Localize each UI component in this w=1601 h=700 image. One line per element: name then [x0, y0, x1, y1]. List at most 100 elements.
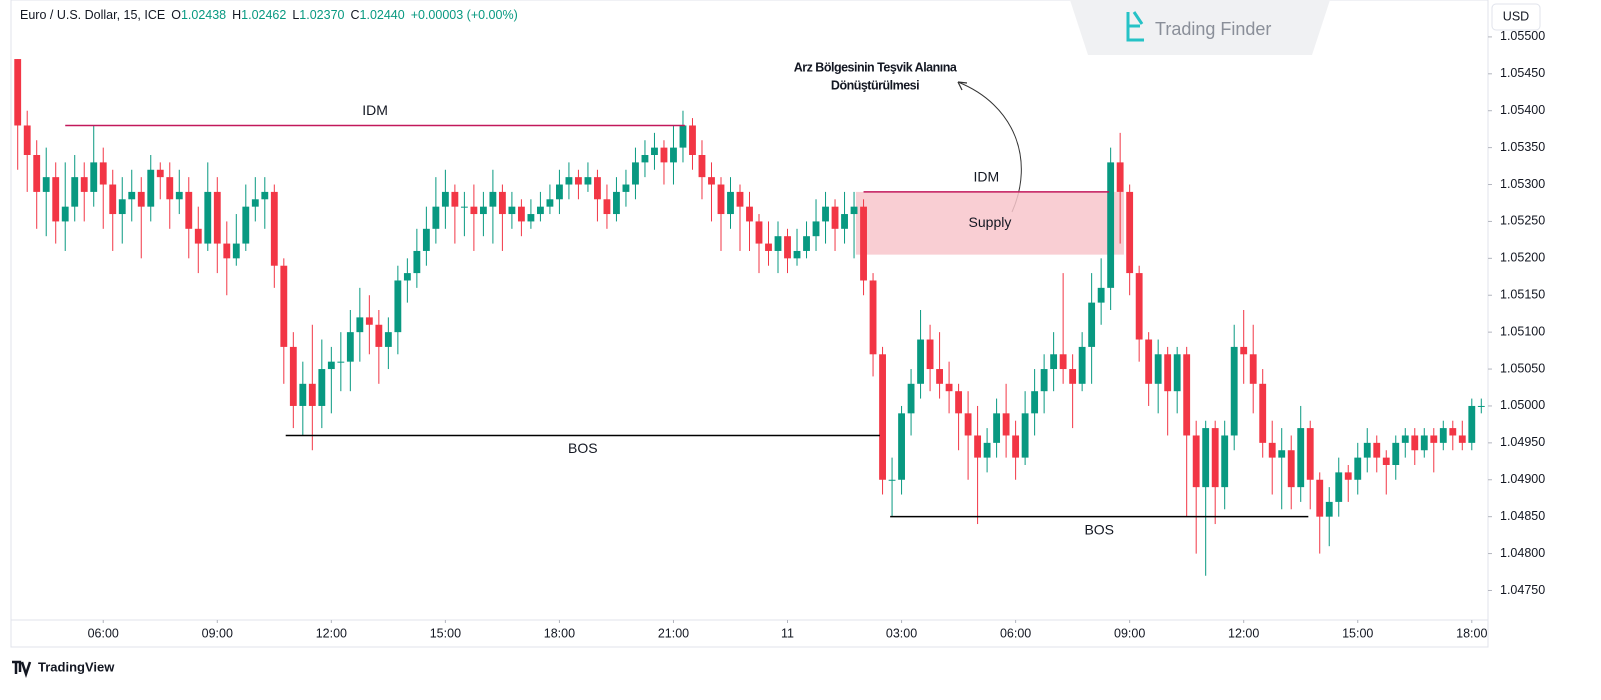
candle-body	[1306, 428, 1314, 480]
candle-body	[1059, 354, 1067, 370]
candle-body	[1373, 442, 1381, 458]
candle-body	[850, 206, 858, 215]
candle-body	[1012, 435, 1020, 458]
candle-body	[1430, 435, 1438, 443]
candle-body	[1259, 383, 1267, 443]
x-tick-label: 06:00	[1000, 626, 1031, 640]
candle-body	[460, 206, 468, 208]
y-tick-label: 1.05200	[1500, 251, 1545, 265]
candle-body	[1316, 479, 1324, 517]
candle-body	[803, 236, 810, 251]
candle-body	[1268, 442, 1276, 458]
candle-body	[1411, 435, 1419, 451]
candle-body	[1002, 413, 1010, 436]
candle-body	[365, 317, 373, 325]
candle-body	[1126, 191, 1134, 274]
candle-body	[308, 383, 316, 406]
ohlc-label: H	[232, 8, 242, 22]
candle-body	[1420, 435, 1428, 451]
symbol: Euro / U.S. Dollar, 15, ICE	[20, 8, 166, 22]
candle-body	[774, 236, 782, 251]
level-label: IDM	[362, 102, 388, 118]
candle-body	[907, 383, 915, 414]
candle-body	[223, 243, 231, 259]
candle-body	[1230, 346, 1238, 436]
candle-body	[983, 442, 991, 458]
candle-body	[1116, 162, 1124, 192]
candle-body	[1477, 405, 1485, 407]
candle-body	[1097, 287, 1105, 303]
candle-body	[746, 206, 753, 222]
candle-body	[1401, 435, 1409, 443]
candle-body	[470, 206, 478, 215]
x-tick-label: 12:00	[1228, 626, 1259, 640]
currency: USD	[1503, 9, 1529, 23]
candle-body	[698, 155, 706, 178]
x-tick-label: 18:00	[544, 626, 575, 640]
candle-body	[917, 339, 924, 384]
zone-label: Supply	[969, 214, 1012, 230]
candle-body	[327, 361, 335, 370]
watermark-logo	[1126, 11, 1144, 42]
y-tick-label: 1.04900	[1500, 472, 1545, 486]
candle-body	[1335, 472, 1343, 502]
candle-body	[527, 214, 535, 222]
candle-body	[337, 361, 345, 363]
candle-body	[536, 206, 544, 215]
plot	[14, 59, 1485, 576]
candle-body	[651, 147, 658, 155]
candle-body	[99, 162, 107, 185]
candle-body	[717, 184, 725, 215]
candle-body	[1221, 435, 1229, 488]
candle-body	[1154, 354, 1162, 384]
y-tick-label: 1.05400	[1500, 103, 1545, 117]
candle-body	[1249, 354, 1257, 384]
candle-body	[613, 191, 620, 215]
y-tick-label: 1.05150	[1500, 288, 1545, 302]
level-label: BOS	[1084, 521, 1114, 537]
candle-body	[660, 147, 668, 163]
candle-body	[1164, 354, 1172, 392]
candle-body	[1278, 450, 1286, 458]
candle-body	[689, 125, 696, 155]
candle-body	[1040, 369, 1048, 392]
ohlc-label: C	[350, 8, 360, 22]
candle-body	[375, 324, 383, 347]
x-tick-label: 18:00	[1456, 626, 1487, 640]
candle-body	[622, 184, 630, 192]
candle-body	[403, 273, 411, 281]
candle-body	[517, 206, 525, 222]
y-tick-label: 1.05500	[1500, 29, 1545, 43]
annotation-arrowhead	[957, 81, 968, 91]
currency-box[interactable]	[1491, 3, 1541, 31]
y-tick-label: 1.05350	[1500, 140, 1545, 154]
x-tick-label: 03:00	[886, 626, 917, 640]
y-tick-label: 1.04950	[1500, 435, 1545, 449]
y-tick-label: 1.05300	[1500, 177, 1545, 191]
candle-body	[213, 191, 221, 244]
x-tick-label: 11	[781, 626, 794, 640]
candle-body	[945, 383, 953, 392]
candle-body	[1363, 442, 1371, 458]
ohlc-value: 1.02370	[299, 8, 345, 22]
candle-body	[175, 191, 183, 200]
candle-body	[1468, 405, 1476, 443]
candle-body	[356, 317, 364, 333]
candle-body	[1173, 354, 1181, 392]
candle-body	[1031, 391, 1039, 414]
candle-body	[584, 177, 592, 185]
candle-body	[299, 383, 307, 406]
candle-body	[812, 221, 820, 237]
candle-body	[1240, 346, 1248, 355]
candle-body	[242, 206, 250, 244]
x-tick-label: 15:00	[430, 626, 461, 640]
candle-body	[232, 243, 240, 259]
candle-body	[1287, 450, 1295, 488]
candle-body	[822, 206, 829, 222]
y-tick-label: 1.05250	[1500, 214, 1545, 228]
candle-body	[594, 177, 601, 200]
candle-body	[251, 199, 259, 207]
candle-body	[147, 169, 155, 207]
candle-body	[270, 191, 278, 266]
candle-body	[670, 147, 677, 163]
